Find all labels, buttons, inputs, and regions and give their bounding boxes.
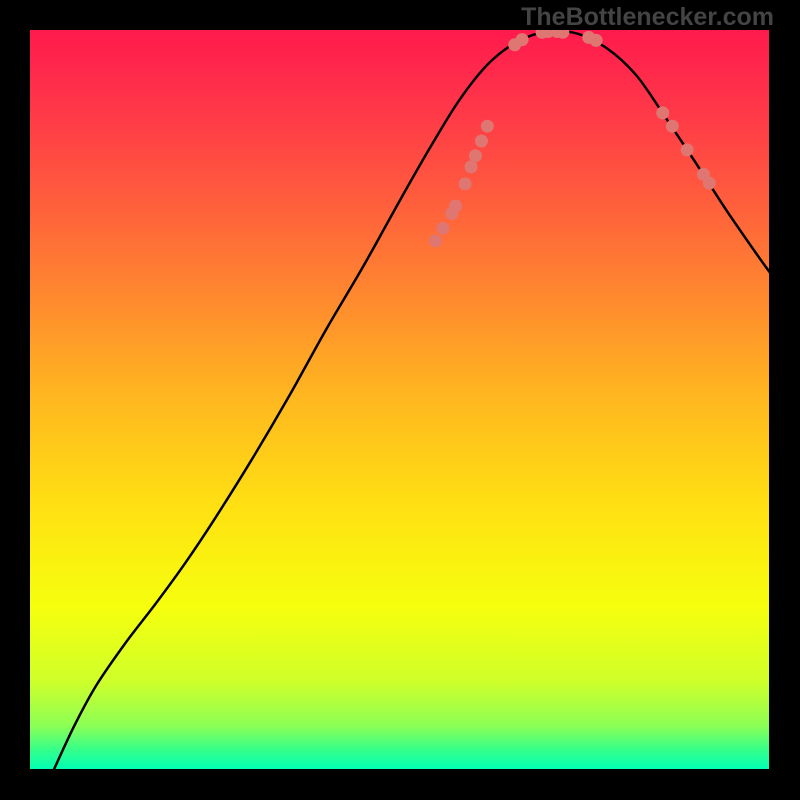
data-marker: [703, 177, 716, 190]
data-marker: [666, 120, 679, 133]
plot-background: [30, 30, 770, 770]
data-marker: [436, 222, 449, 235]
stage: TheBottlenecker.com: [0, 0, 800, 800]
data-marker: [656, 106, 669, 119]
data-marker: [469, 149, 482, 162]
plot-area: [30, 30, 770, 770]
data-marker: [590, 34, 603, 47]
data-marker: [465, 160, 478, 173]
data-marker: [459, 177, 472, 190]
data-marker: [681, 143, 694, 156]
chart-svg: [30, 30, 770, 770]
data-marker: [475, 135, 488, 148]
data-marker: [449, 200, 462, 213]
data-marker: [516, 33, 529, 46]
data-marker: [481, 120, 494, 133]
data-marker: [429, 234, 442, 247]
watermark-label: TheBottlenecker.com: [521, 3, 774, 32]
